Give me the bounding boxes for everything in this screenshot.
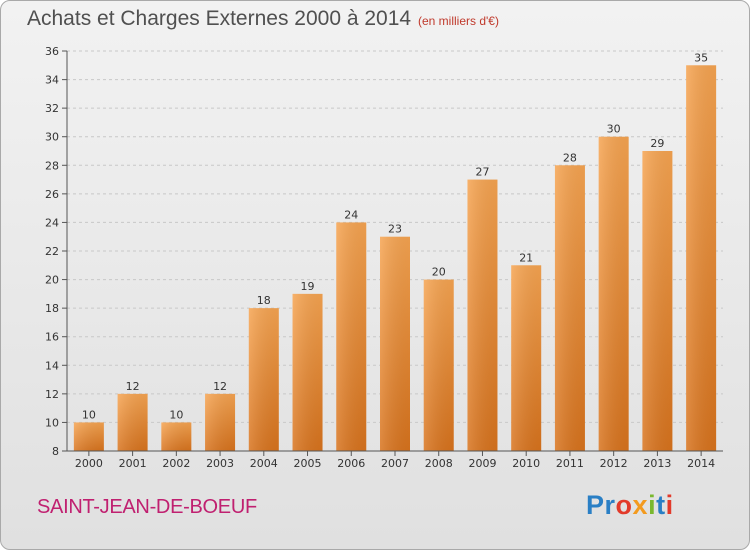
proxiti-logo: Proxiti [586,490,674,521]
value-label: 28 [563,151,577,164]
logo-part: i [648,490,657,520]
y-tick-label: 12 [45,388,59,401]
y-tick-label: 10 [45,416,59,429]
bar-shine [336,222,367,451]
value-label: 10 [82,408,96,421]
y-tick-label: 32 [45,102,59,115]
x-tick-label: 2011 [556,457,584,470]
bar-shine [292,293,323,451]
y-tick-label: 30 [45,131,59,144]
chart-title: Achats et Charges Externes 2000 à 2014 [27,7,412,30]
x-tick-label: 2000 [75,457,103,470]
x-tick-label: 2008 [425,457,453,470]
y-tick-label: 22 [45,245,59,258]
value-label: 20 [432,266,446,279]
bar-shine [467,179,498,452]
x-tick-label: 2014 [687,457,715,470]
commune-name: SAINT-JEAN-DE-BOEUF [37,496,257,518]
value-label: 10 [169,408,183,421]
logo-part: Pr [586,490,616,520]
x-tick-label: 2002 [162,457,190,470]
y-tick-label: 36 [45,45,59,58]
x-tick-label: 2007 [381,457,409,470]
bar-shine [511,265,542,451]
x-tick-label: 2004 [250,457,278,470]
bar-shine [642,151,673,451]
y-tick-label: 24 [45,216,59,229]
y-tick-label: 28 [45,159,59,172]
bar-shine [598,136,629,451]
bar-shine [117,393,148,451]
bars [73,65,717,452]
value-label: 12 [126,380,140,393]
axes [66,51,723,452]
y-tick-label: 18 [45,302,59,315]
y-tick-label: 16 [45,331,59,344]
bar-shine [248,308,279,451]
x-tick-label: 2009 [468,457,496,470]
chart-subtitle: (en milliers d'€) [418,14,499,28]
x-tick-label: 2006 [337,457,365,470]
x-tick-label: 2001 [119,457,147,470]
value-label: 27 [475,166,489,179]
y-tick-label: 8 [52,445,59,458]
value-label: 23 [388,223,402,236]
x-tick-label: 2005 [294,457,322,470]
bar-shine [554,165,585,452]
x-tick-label: 2012 [600,457,628,470]
value-label: 21 [519,251,533,264]
bar-shine [161,422,192,451]
logo-part: x [632,490,649,520]
y-tick-label: 14 [45,359,59,372]
y-axis-ticks: 8 10 12 14 16 18 20 22 24 26 28 30 32 34 36 [45,45,67,458]
x-tick-label: 2003 [206,457,234,470]
logo-part: i [665,490,674,520]
value-label: 19 [301,280,315,293]
value-label: 35 [694,51,708,64]
y-tick-label: 26 [45,188,59,201]
logo-part: o [615,490,633,520]
y-tick-label: 34 [45,74,59,87]
value-label: 12 [213,380,227,393]
x-tick-label: 2010 [512,457,540,470]
bar-shine [205,393,236,451]
value-label: 24 [344,208,358,221]
logo-part: t [656,490,666,520]
bar-shine [686,65,717,452]
y-tick-label: 20 [45,274,59,287]
value-label: 30 [607,123,621,136]
x-tick-label: 2013 [643,457,671,470]
bar-shine [380,236,410,451]
value-labels: 10 12 10 12 18 19 24 23 20 27 21 28 30 29 35 [82,51,708,421]
bar-shine [423,279,454,451]
bar-shine [73,422,104,451]
value-label: 18 [257,294,271,307]
value-label: 29 [650,137,664,150]
x-axis-ticks: 2000 2001 2002 2003 2004 2005 2006 2007 2008 2009… [75,451,715,470]
